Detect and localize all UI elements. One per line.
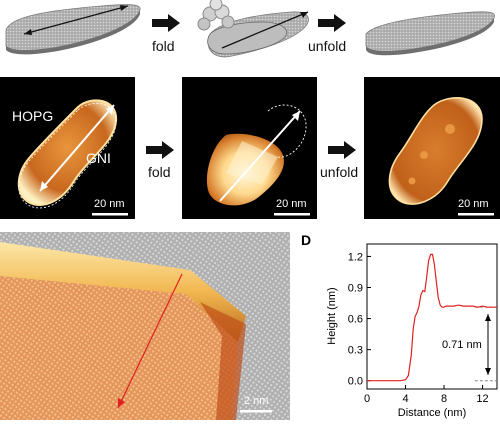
chart-plot-area (366, 243, 498, 390)
ribbon-folding-schematic (197, 0, 309, 58)
height-profile-chart: 0.0 0.3 0.6 0.9 1.2 0 4 8 12 0.71 nm Distance (… (326, 243, 498, 419)
unfold-arrow-middle (328, 141, 356, 159)
flake-label: GNI (86, 150, 111, 166)
x-axis-label: Distance (nm) (398, 407, 466, 419)
ribbon-flat-schematic (5, 4, 141, 55)
afm-image-folded (182, 77, 317, 219)
scalebar-label-2: 20 nm (276, 198, 307, 210)
profile-line (367, 253, 497, 382)
fold-arrow-top (152, 14, 180, 32)
y-tick-label: 0.6 (348, 314, 363, 326)
unfold-label-top: unfold (308, 38, 347, 54)
x-tick-label: 4 (402, 393, 408, 405)
fold-label-top: fold (152, 38, 175, 54)
ribbon-unfolded-schematic (365, 11, 495, 56)
fold-arrow-middle (146, 141, 174, 159)
y-tick-label: 0.9 (348, 283, 363, 295)
y-tick-label: 0.0 (348, 376, 363, 388)
y-tick-label: 1.2 (348, 251, 363, 263)
scalebar-label-1: 20 nm (94, 198, 125, 210)
x-tick-label: 0 (364, 393, 370, 405)
x-tick-label: 8 (441, 393, 447, 405)
unfold-label-middle: unfold (320, 164, 359, 180)
afm-image-unfolded (364, 77, 500, 219)
substrate-label: HOPG (12, 108, 54, 124)
panel-label-d: D (301, 232, 312, 248)
y-axis-label: Height (nm) (326, 287, 338, 344)
stm-atomic-image (0, 232, 290, 420)
scalebar-label-c: 2 nm (244, 395, 269, 407)
scalebar-label-3: 20 nm (458, 198, 489, 210)
annotation-text: 0.71 nm (442, 339, 482, 351)
afm-image-initial (0, 77, 135, 219)
x-tick-label: 12 (476, 393, 488, 405)
fold-label-middle: fold (148, 164, 171, 180)
unfold-arrow-top (318, 14, 346, 32)
y-tick-label: 0.3 (348, 345, 363, 357)
